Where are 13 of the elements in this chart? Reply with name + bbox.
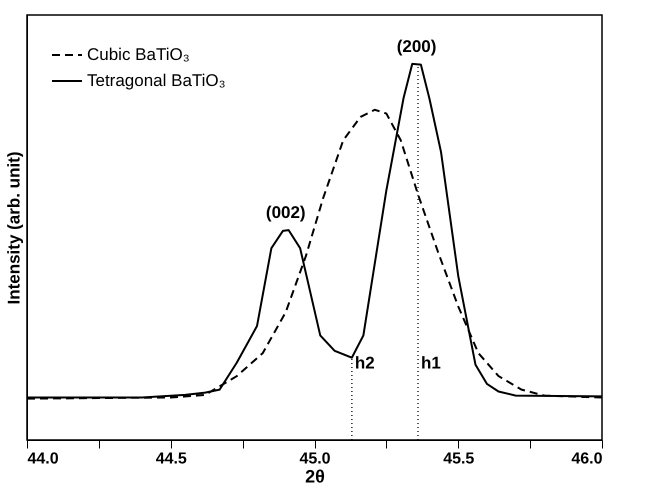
x-axis-title: 2θ [305,466,325,486]
x-tick-label: 45.0 [299,450,331,468]
legend-label: Cubic BaTiO₃ [87,45,190,64]
legend-label: Tetragonal BaTiO₃ [87,71,226,90]
y-axis-title: Intensity (arb. unit) [4,152,24,304]
x-tick-label: 44.5 [156,450,187,468]
annotation: (002) [266,203,306,222]
ref-line-label: h1 [421,354,441,372]
x-tick-label: 46.0 [571,450,603,468]
x-tick-label: 44.0 [28,450,59,468]
x-tick-label: 45.5 [443,450,474,468]
annotation: (200) [396,36,436,56]
ref-line-label: h2 [354,354,375,372]
